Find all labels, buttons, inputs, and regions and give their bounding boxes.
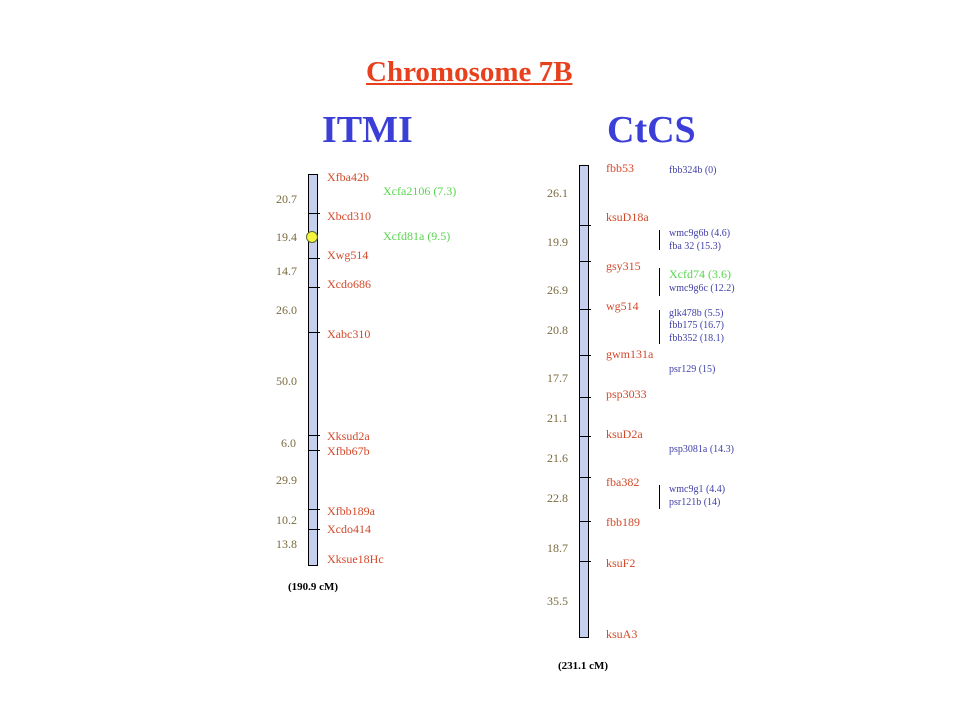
- ctcs-side-bracket: [659, 230, 660, 250]
- ctcs-distance-label: 35.5: [547, 594, 568, 608]
- itmi-distance-label: 14.7: [276, 264, 297, 278]
- itmi-marker-label: Xksue18Hc: [327, 552, 384, 566]
- page-title: Chromosome 7B: [366, 56, 573, 88]
- ctcs-side-bracket: [659, 268, 660, 296]
- ctcs-tick: [579, 225, 591, 226]
- ctcs-side-marker-label: fbb324b (0): [669, 165, 717, 176]
- itmi-tick: [308, 213, 320, 214]
- ctcs-heading: CtCS: [607, 109, 696, 151]
- ctcs-side-marker-label: psr129 (15): [669, 364, 716, 375]
- ctcs-marker-label: fba382: [606, 475, 640, 489]
- ctcs-ssr-marker-label: Xcfd74 (3.6): [669, 267, 731, 281]
- itmi-marker-label: Xcdo686: [327, 277, 371, 291]
- ctcs-tick: [579, 261, 591, 262]
- itmi-tick: [308, 529, 320, 530]
- itmi-ssr-marker-label: Xcfd81a (9.5): [383, 229, 451, 243]
- itmi-distance-label: 29.9: [276, 473, 297, 487]
- ctcs-side-marker-label: wmc9g6b (4.6): [669, 228, 731, 239]
- itmi-distance-label: 13.8: [276, 537, 297, 551]
- itmi-distance-label: 20.7: [276, 192, 297, 206]
- ctcs-side-bracket: [659, 485, 660, 509]
- ctcs-marker-label: ksuD2a: [606, 427, 643, 441]
- itmi-marker-label: Xfbb189a: [327, 504, 375, 518]
- ctcs-marker-label: ksuF2: [606, 556, 636, 570]
- ctcs-marker-label: ksuD18a: [606, 210, 649, 224]
- ctcs-side-marker-label: psp3081a (14.3): [669, 444, 734, 455]
- itmi-marker-label: Xabc310: [327, 327, 371, 341]
- ctcs-distance-label: 20.8: [547, 323, 568, 337]
- ctcs-marker-label: fbb53: [606, 161, 634, 175]
- ctcs-tick: [579, 477, 591, 478]
- itmi-tick: [308, 332, 320, 333]
- itmi-total-length: (190.9 cM): [288, 581, 339, 593]
- itmi-distance-label: 6.0: [281, 436, 296, 450]
- ctcs-marker-label: ksuA3: [606, 627, 638, 641]
- itmi-distance-label: 19.4: [276, 230, 297, 244]
- itmi-marker-label: Xfbb67b: [327, 444, 370, 458]
- ctcs-chromosome-bar: [579, 165, 589, 638]
- ctcs-side-marker-label: wmc9g1 (4.4): [669, 484, 726, 495]
- itmi-marker-label: Xbcd310: [327, 209, 371, 223]
- ctcs-distance-label: 18.7: [547, 541, 568, 555]
- ctcs-side-marker-label: fba 32 (15.3): [669, 241, 721, 252]
- ctcs-side-marker-label: wmc9g6c (12.2): [669, 283, 735, 294]
- itmi-marker-label: Xfba42b: [327, 170, 369, 184]
- ctcs-tick: [579, 309, 591, 310]
- itmi-tick: [308, 258, 320, 259]
- ctcs-side-marker-label: fbb175 (16.7): [669, 320, 724, 331]
- ctcs-marker-label: wg514: [606, 299, 639, 313]
- ctcs-distance-label: 26.9: [547, 283, 568, 297]
- ctcs-marker-label: fbb189: [606, 515, 640, 529]
- itmi-ssr-marker-label: Xcfa2106 (7.3): [383, 184, 457, 198]
- ctcs-tick: [579, 521, 591, 522]
- ctcs-marker-label: gwm131a: [606, 347, 654, 361]
- centromere-marker: [306, 231, 318, 243]
- itmi-tick: [308, 435, 320, 436]
- ctcs-tick: [579, 561, 591, 562]
- ctcs-marker-label: psp3033: [606, 387, 647, 401]
- itmi-heading: ITMI: [322, 109, 413, 151]
- itmi-distance-label: 10.2: [276, 513, 297, 527]
- ctcs-distance-label: 17.7: [547, 371, 568, 385]
- itmi-marker-label: Xksud2a: [327, 429, 370, 443]
- ctcs-distance-label: 19.9: [547, 235, 568, 249]
- itmi-distance-label: 50.0: [276, 374, 297, 388]
- itmi-chromosome-bar: [308, 174, 318, 566]
- ctcs-side-marker-label: fbb352 (18.1): [669, 333, 724, 344]
- ctcs-side-marker-label: glk478b (5.5): [669, 308, 724, 319]
- itmi-marker-label: Xwg514: [327, 248, 369, 262]
- itmi-tick: [308, 450, 320, 451]
- ctcs-marker-label: gsy315: [606, 259, 641, 273]
- ctcs-tick: [579, 355, 591, 356]
- itmi-marker-label: Xcdo414: [327, 522, 371, 536]
- ctcs-total-length: (231.1 cM): [558, 660, 609, 672]
- ctcs-distance-label: 26.1: [547, 186, 568, 200]
- ctcs-tick: [579, 397, 591, 398]
- ctcs-distance-label: 22.8: [547, 491, 568, 505]
- itmi-tick: [308, 509, 320, 510]
- itmi-distance-label: 26.0: [276, 303, 297, 317]
- ctcs-distance-label: 21.1: [547, 411, 568, 425]
- ctcs-distance-label: 21.6: [547, 451, 568, 465]
- ctcs-side-marker-label: psr121b (14): [669, 497, 721, 508]
- ctcs-tick: [579, 436, 591, 437]
- itmi-tick: [308, 287, 320, 288]
- ctcs-side-bracket: [659, 310, 660, 344]
